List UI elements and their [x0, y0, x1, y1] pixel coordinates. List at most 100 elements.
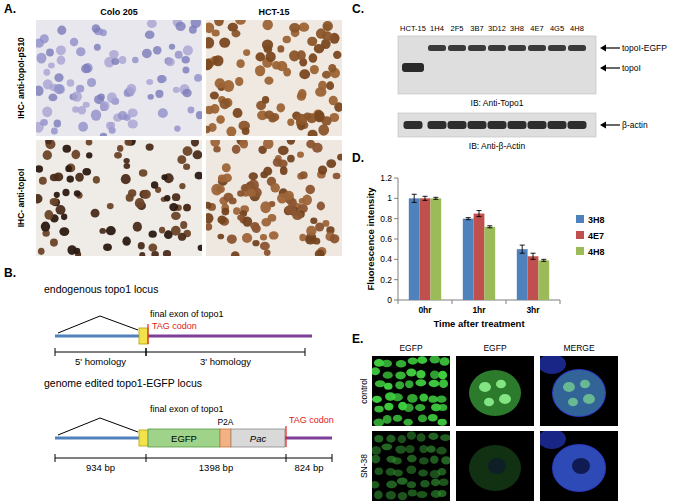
- nucleolus: [484, 398, 494, 407]
- nuclear-signal: [469, 370, 521, 416]
- cell: [164, 230, 173, 239]
- y-tick-label: 1: [387, 193, 392, 203]
- cell: [141, 190, 151, 199]
- exon: [139, 430, 148, 446]
- fluorescence-image: [540, 431, 618, 501]
- cell: [193, 150, 202, 159]
- nucleus: [375, 467, 383, 475]
- exon: [139, 328, 148, 344]
- band: [402, 63, 424, 72]
- cell: [198, 245, 202, 251]
- cell: [277, 45, 284, 52]
- cell: [146, 79, 153, 85]
- dimension-tick: [146, 454, 147, 462]
- lane-label: 4E7: [530, 24, 543, 33]
- error-bar: [541, 259, 546, 261]
- cell: [145, 30, 155, 39]
- cell: [72, 106, 79, 113]
- cell: [98, 93, 105, 100]
- cell: [264, 250, 271, 256]
- band: [528, 45, 546, 51]
- cell: [122, 237, 130, 246]
- cell: [92, 24, 100, 32]
- cell: [297, 50, 306, 60]
- cell: [172, 193, 180, 201]
- cell: [206, 22, 214, 33]
- column-label: EGFP: [399, 343, 422, 353]
- cell: [315, 250, 325, 256]
- nucleus: [386, 435, 395, 443]
- cell: [247, 189, 256, 197]
- cell: [232, 145, 241, 154]
- stop-codon: [285, 426, 286, 447]
- lane-label: 3H8: [510, 24, 524, 33]
- legend-swatch: [576, 215, 584, 223]
- cell: [133, 222, 142, 232]
- cell: [328, 64, 336, 73]
- cell: [44, 210, 53, 220]
- cell: [182, 56, 190, 63]
- dimension-tick: [55, 454, 56, 462]
- nucleus: [418, 415, 427, 423]
- nucleus: [374, 435, 383, 442]
- nucleus: [373, 419, 384, 426]
- band: [448, 121, 467, 129]
- cell: [269, 115, 277, 123]
- exon-label: final exon of topo1: [150, 309, 224, 319]
- y-tick: [394, 259, 398, 260]
- micrograph: [206, 140, 342, 256]
- cell: [242, 127, 250, 135]
- bar: [474, 214, 485, 300]
- cell: [67, 175, 74, 182]
- cell: [189, 26, 197, 34]
- nucleus: [417, 433, 426, 442]
- x-tick: [398, 300, 399, 304]
- cell: [87, 78, 96, 87]
- blot-membrane: [398, 113, 596, 137]
- bar: [430, 198, 441, 300]
- lane-label: 4G5: [550, 24, 564, 33]
- cell: [117, 145, 123, 152]
- cell: [159, 227, 165, 234]
- cell: [40, 119, 48, 126]
- nucleus: [439, 479, 449, 486]
- band: [448, 45, 466, 51]
- cell: [206, 37, 214, 49]
- cell: [183, 45, 193, 55]
- nucleus: [419, 393, 428, 401]
- cell: [333, 173, 341, 180]
- error-cap: [487, 225, 492, 226]
- cell: [100, 29, 107, 36]
- cell: [56, 205, 66, 215]
- antibody-label: IB: Anti-Topo1: [471, 98, 524, 108]
- y-tick: [394, 239, 398, 240]
- bracket-label: 3' homology: [200, 356, 251, 367]
- cell: [292, 211, 303, 220]
- error-cap: [520, 245, 525, 246]
- x-tick-label: 0hr: [418, 305, 432, 315]
- cell: [255, 65, 265, 76]
- lane-label: HCT-15: [400, 24, 426, 33]
- cell: [188, 107, 195, 114]
- cell: [231, 251, 240, 256]
- image-background: [456, 356, 534, 426]
- stop-label: TAG codon: [289, 415, 334, 425]
- cell: [264, 76, 273, 84]
- cell: [86, 140, 93, 146]
- nucleus: [372, 455, 380, 464]
- intron: [58, 418, 138, 435]
- cell: [196, 111, 202, 119]
- nucleus: [384, 383, 392, 390]
- cell: [326, 81, 334, 90]
- cell: [183, 204, 190, 211]
- band: [468, 45, 486, 51]
- nucleus: [384, 403, 393, 411]
- cell: [283, 36, 291, 44]
- cell: [42, 106, 52, 117]
- cell: [183, 146, 193, 156]
- nucleus: [439, 357, 449, 366]
- cell: [206, 106, 214, 115]
- cell: [263, 140, 274, 149]
- length-label: 934 bp: [86, 462, 115, 473]
- cell: [299, 69, 310, 79]
